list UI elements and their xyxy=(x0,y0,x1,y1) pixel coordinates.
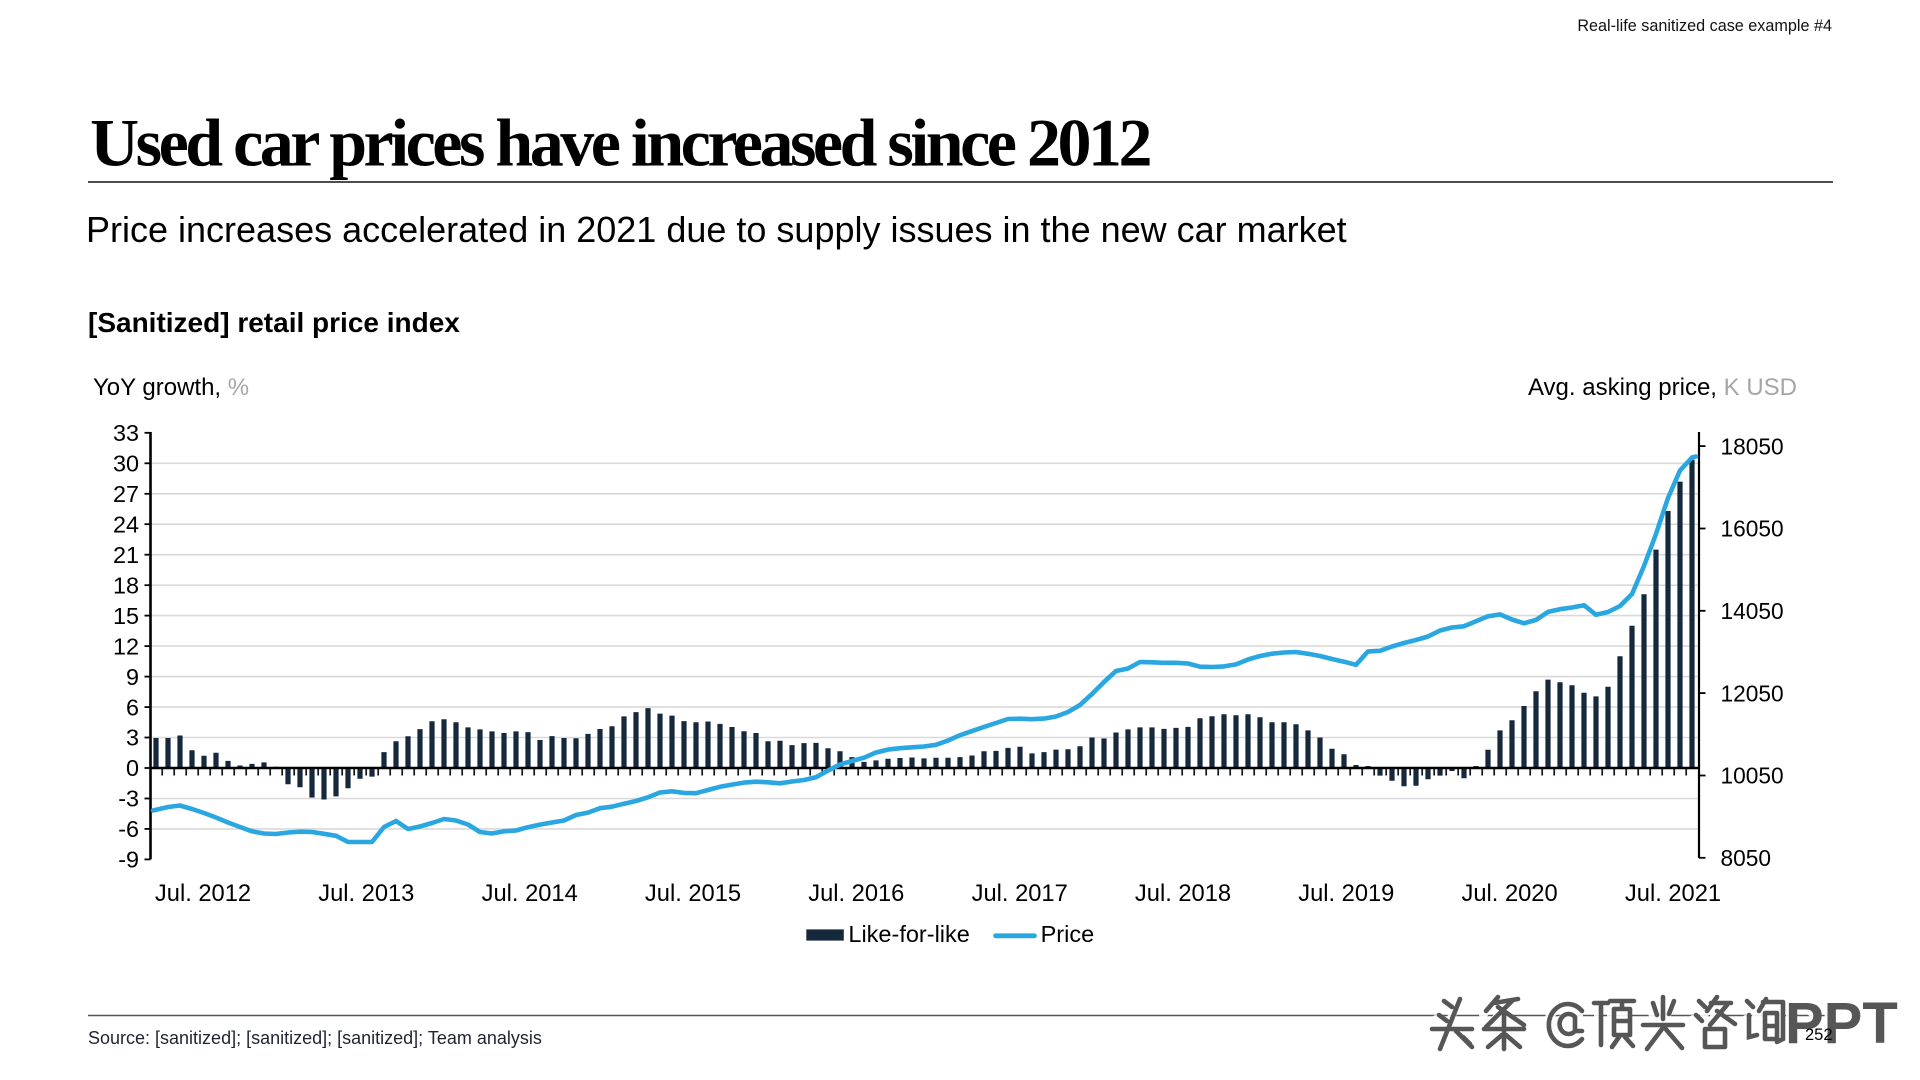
svg-text:12: 12 xyxy=(113,633,139,659)
svg-text:27: 27 xyxy=(113,481,139,507)
svg-text:30: 30 xyxy=(113,451,139,477)
svg-text:Jul. 2020: Jul. 2020 xyxy=(1462,881,1558,907)
svg-text:252: 252 xyxy=(1805,1026,1833,1044)
svg-text:18: 18 xyxy=(113,572,139,598)
svg-text:Avg. asking price, K USD: Avg. asking price, K USD xyxy=(1528,374,1797,401)
svg-text:Jul. 2013: Jul. 2013 xyxy=(318,881,414,907)
svg-text:15: 15 xyxy=(113,603,139,629)
svg-text:14050: 14050 xyxy=(1721,598,1784,624)
svg-text:Jul. 2016: Jul. 2016 xyxy=(808,881,904,907)
svg-text:Jul. 2015: Jul. 2015 xyxy=(645,881,741,907)
svg-text:21: 21 xyxy=(113,542,139,568)
svg-text:Jul. 2019: Jul. 2019 xyxy=(1298,881,1394,907)
svg-text:[Sanitized] retail price index: [Sanitized] retail price index xyxy=(88,307,460,338)
svg-text:-6: -6 xyxy=(118,816,139,842)
svg-text:Jul. 2014: Jul. 2014 xyxy=(482,881,578,907)
svg-text:YoY growth, %: YoY growth, % xyxy=(93,374,249,401)
svg-text:PPT: PPT xyxy=(1782,995,1895,1060)
svg-text:12050: 12050 xyxy=(1721,680,1784,706)
svg-text:PPT: PPT xyxy=(1785,991,1898,1056)
svg-text:-9: -9 xyxy=(118,847,139,873)
svg-text:Real-life sanitized case examp: Real-life sanitized case example #4 xyxy=(1577,17,1832,35)
svg-text:Source: [sanitized]; [sanitize: Source: [sanitized]; [sanitized]; [sanit… xyxy=(88,1028,542,1048)
svg-text:Jul. 2018: Jul. 2018 xyxy=(1135,881,1231,907)
svg-text:8050: 8050 xyxy=(1721,845,1771,871)
svg-text:Like-for-like: Like-for-like xyxy=(848,921,969,947)
svg-text:Price increases accelerated in: Price increases accelerated in 2021 due … xyxy=(86,209,1347,250)
svg-text:6: 6 xyxy=(126,694,139,720)
svg-text:16050: 16050 xyxy=(1721,516,1784,542)
svg-text:9: 9 xyxy=(126,664,139,690)
svg-text:Jul. 2021: Jul. 2021 xyxy=(1625,881,1721,907)
svg-text:Used car prices have increased: Used car prices have increased since 201… xyxy=(90,105,1150,181)
svg-text:0: 0 xyxy=(126,755,139,781)
svg-text:Jul. 2012: Jul. 2012 xyxy=(155,881,251,907)
svg-text:24: 24 xyxy=(113,511,139,537)
svg-text:Price: Price xyxy=(1041,921,1095,947)
svg-text:-3: -3 xyxy=(118,786,139,812)
svg-text:Jul. 2017: Jul. 2017 xyxy=(972,881,1068,907)
svg-text:10050: 10050 xyxy=(1721,763,1784,789)
svg-text:3: 3 xyxy=(126,725,139,751)
svg-text:33: 33 xyxy=(113,420,139,446)
svg-text:18050: 18050 xyxy=(1721,433,1784,459)
